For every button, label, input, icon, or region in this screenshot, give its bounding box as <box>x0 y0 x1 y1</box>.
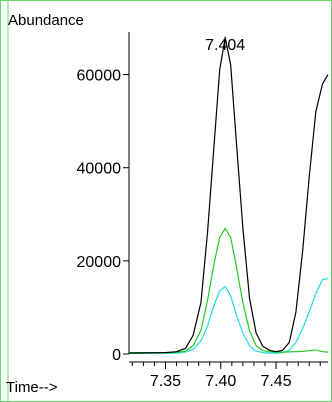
x-axis-title: Time--> <box>6 379 58 396</box>
x-tick-label: 7.35 <box>150 373 181 390</box>
series-line-1 <box>129 227 329 354</box>
y-tick-label: 60000 <box>77 68 122 85</box>
x-tick-label: 7.40 <box>205 373 236 390</box>
peak-annotation-label: 7.404 <box>205 37 245 54</box>
y-tick-label: 40000 <box>77 161 122 178</box>
series-line-2 <box>129 278 329 354</box>
x-axis-ticks: 7.35 7.40 7.45 <box>131 362 321 390</box>
annotation-layer: 7.404 <box>205 37 245 54</box>
series-line-0 <box>128 36 329 354</box>
series-layer <box>128 36 329 354</box>
y-axis-ticks: 0 20000 40000 60000 <box>77 68 129 364</box>
y-axis-title: Abundance <box>8 12 84 29</box>
y-tick-label: 0 <box>112 347 121 364</box>
x-tick-label: 7.45 <box>260 373 291 390</box>
y-tick-label: 20000 <box>77 254 122 271</box>
